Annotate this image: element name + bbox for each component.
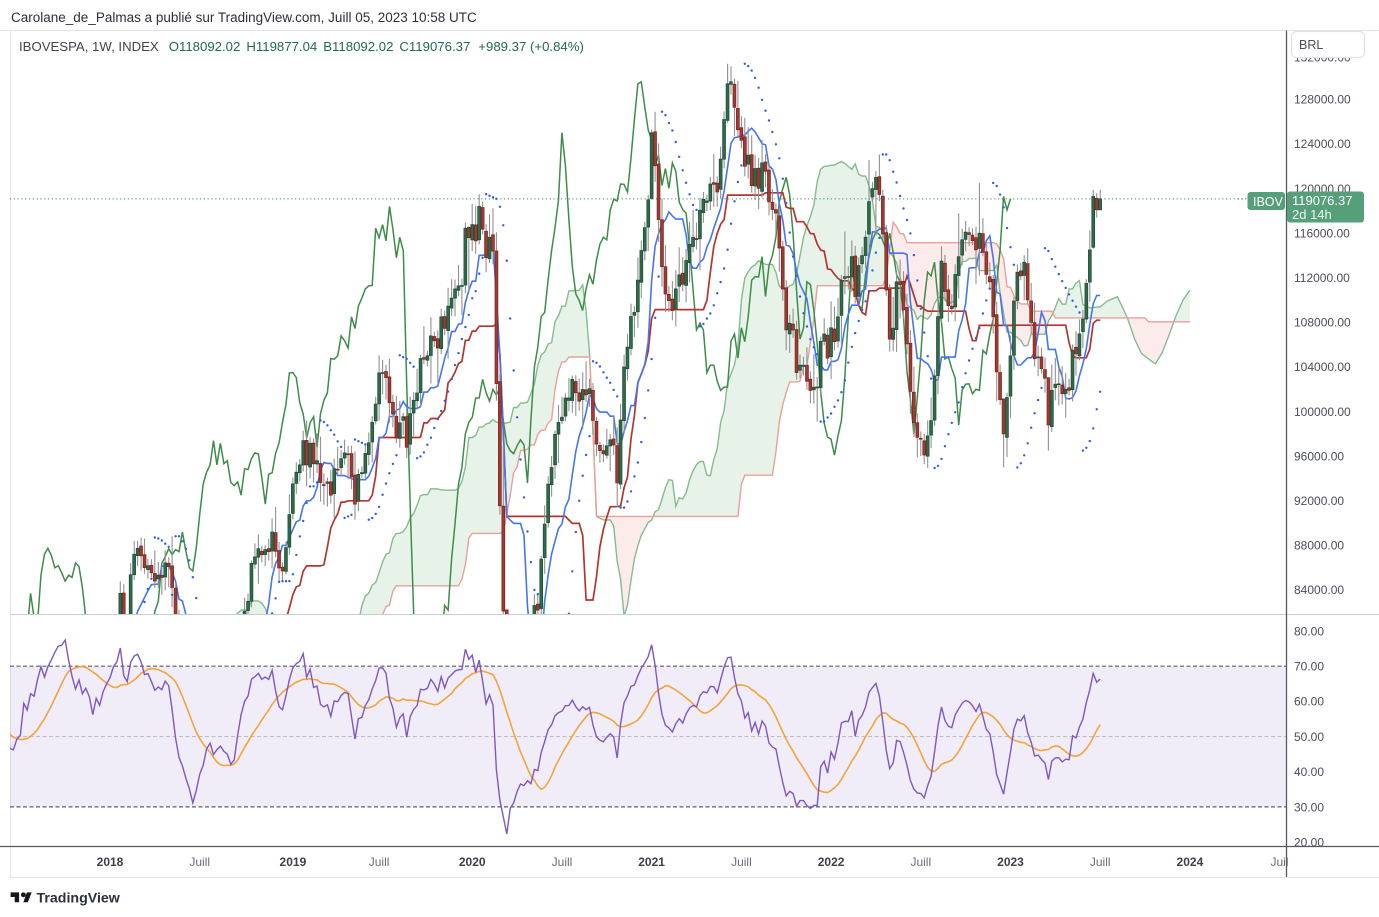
svg-text:96000.00: 96000.00 — [1294, 449, 1344, 463]
svg-text:108000.00: 108000.00 — [1294, 316, 1351, 330]
svg-text:20.00: 20.00 — [1294, 835, 1324, 849]
svg-text:Juill: Juill — [910, 855, 931, 869]
svg-text:Juill: Juill — [369, 855, 390, 869]
svg-text:Juill: Juill — [1090, 855, 1111, 869]
svg-text:119076.37: 119076.37 — [1292, 193, 1353, 208]
svg-text:Juill: Juill — [552, 855, 573, 869]
svg-text:100000.00: 100000.00 — [1294, 405, 1351, 419]
svg-text:92000.00: 92000.00 — [1294, 494, 1344, 508]
svg-text:2024: 2024 — [1177, 855, 1204, 869]
svg-text:2020: 2020 — [459, 855, 486, 869]
svg-text:104000.00: 104000.00 — [1294, 360, 1351, 374]
svg-text:116000.00: 116000.00 — [1294, 226, 1350, 240]
svg-text:IBOV: IBOV — [1253, 195, 1284, 209]
svg-text:Juill: Juill — [189, 855, 210, 869]
svg-text:2023: 2023 — [997, 855, 1024, 869]
svg-text:2d 14h: 2d 14h — [1292, 207, 1332, 222]
svg-text:80.00: 80.00 — [1294, 624, 1324, 638]
svg-text:2022: 2022 — [818, 855, 845, 869]
svg-text:112000.00: 112000.00 — [1294, 271, 1350, 285]
svg-text:Juil: Juil — [1270, 855, 1288, 869]
svg-text:60.00: 60.00 — [1294, 695, 1324, 709]
svg-text:88000.00: 88000.00 — [1294, 539, 1344, 553]
svg-text:40.00: 40.00 — [1294, 765, 1324, 779]
svg-text:128000.00: 128000.00 — [1294, 93, 1351, 107]
svg-text:30.00: 30.00 — [1294, 800, 1324, 814]
svg-text:2021: 2021 — [638, 855, 665, 869]
svg-text:TradingView: TradingView — [37, 890, 121, 906]
svg-text:50.00: 50.00 — [1294, 730, 1324, 744]
svg-text:70.00: 70.00 — [1294, 660, 1324, 674]
svg-text:Carolane_de_Palmas a publié su: Carolane_de_Palmas a publié sur TradingV… — [11, 10, 477, 25]
svg-text:Juill: Juill — [731, 855, 752, 869]
svg-text:2018: 2018 — [97, 855, 124, 869]
svg-text:BRL: BRL — [1299, 38, 1323, 52]
svg-text:124000.00: 124000.00 — [1294, 137, 1351, 151]
svg-text:84000.00: 84000.00 — [1294, 583, 1344, 597]
svg-text:2019: 2019 — [280, 855, 307, 869]
